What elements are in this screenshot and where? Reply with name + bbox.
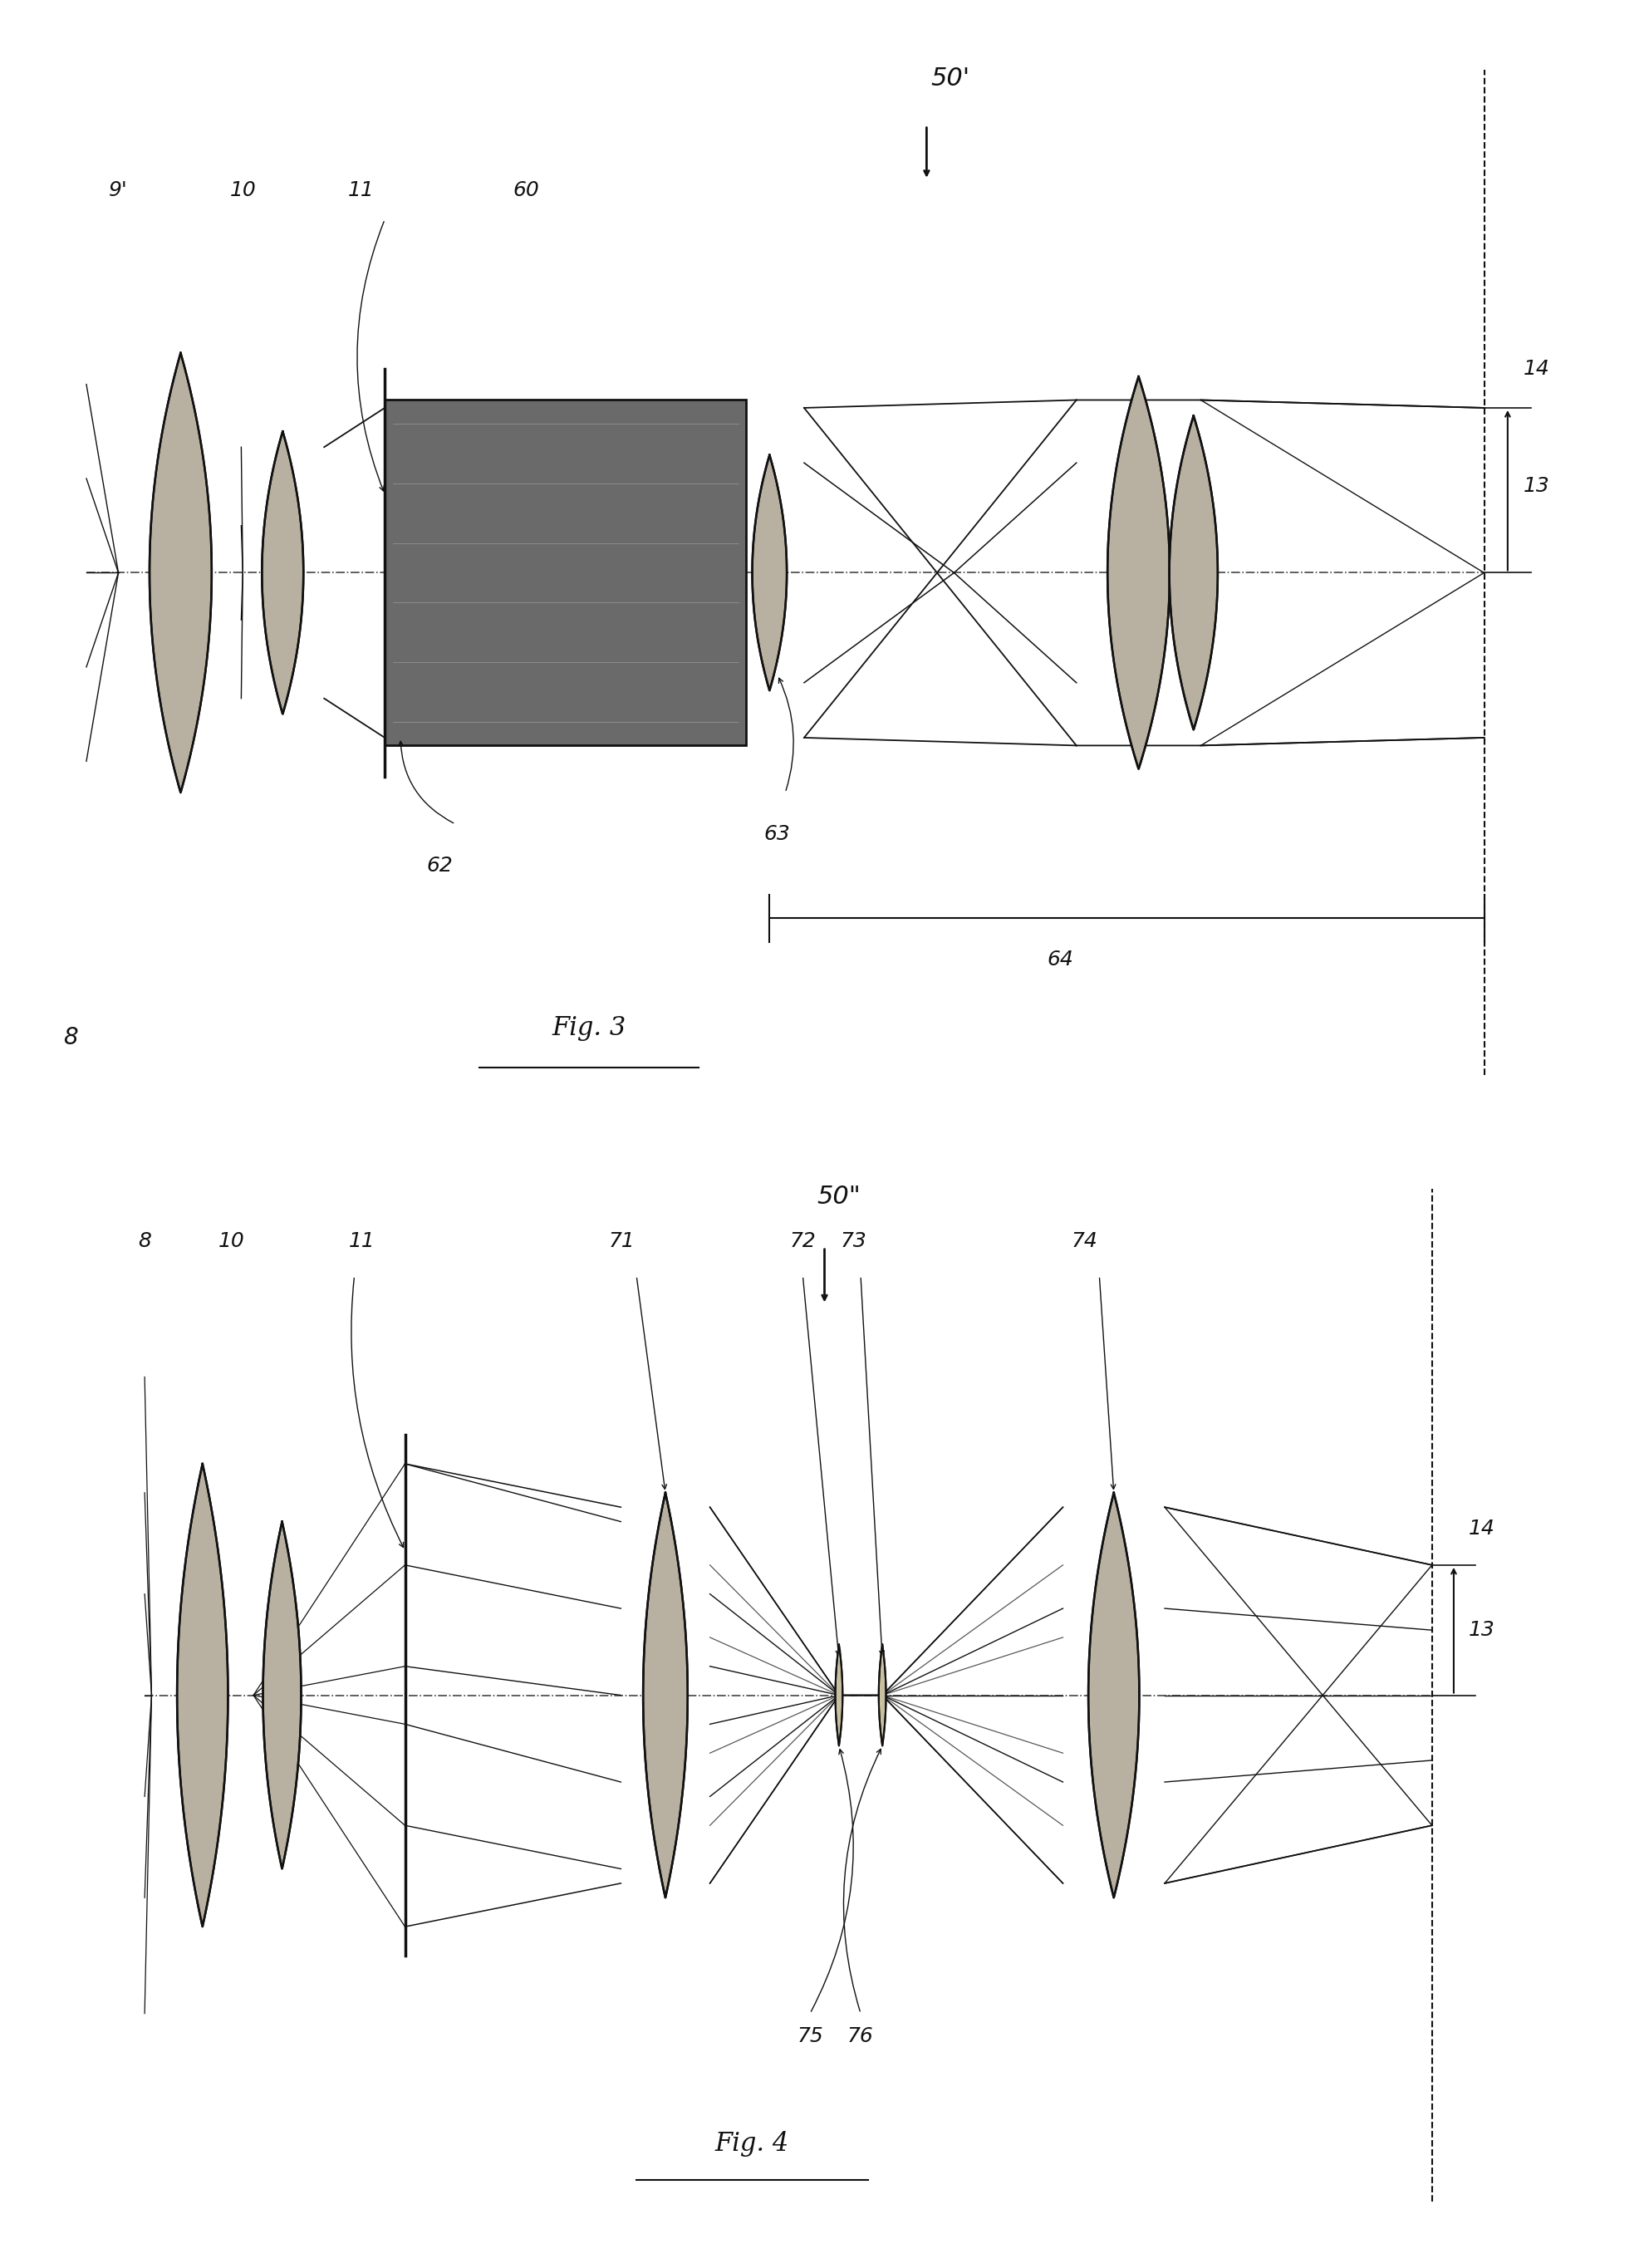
Polygon shape [1169, 415, 1217, 730]
Text: 10: 10 [218, 1232, 244, 1252]
Text: 11: 11 [348, 179, 374, 200]
Polygon shape [150, 354, 211, 792]
Text: 63: 63 [763, 823, 790, 844]
Text: 64: 64 [1047, 950, 1073, 968]
Text: 72: 72 [790, 1232, 816, 1252]
Text: 13: 13 [1524, 476, 1550, 497]
Text: 10: 10 [231, 179, 257, 200]
Polygon shape [262, 1522, 302, 1869]
Bar [384, 399, 745, 746]
Text: 14: 14 [1524, 358, 1550, 379]
Text: Fig. 3: Fig. 3 [552, 1016, 627, 1041]
Polygon shape [879, 1644, 886, 1746]
Text: 74: 74 [1072, 1232, 1098, 1252]
Polygon shape [836, 1644, 843, 1746]
Text: 8: 8 [63, 1025, 78, 1048]
Text: 11: 11 [348, 1232, 374, 1252]
Polygon shape [176, 1463, 228, 1928]
Polygon shape [752, 456, 787, 689]
Polygon shape [262, 431, 303, 714]
Text: 75: 75 [796, 2028, 823, 2046]
Text: 9': 9' [109, 179, 127, 200]
Text: 62: 62 [427, 855, 453, 875]
Text: 60: 60 [513, 179, 539, 200]
Text: 50': 50' [930, 66, 970, 91]
Polygon shape [1108, 376, 1169, 769]
Text: 13: 13 [1468, 1619, 1494, 1640]
Text: Fig. 4: Fig. 4 [716, 2132, 790, 2157]
Polygon shape [1088, 1492, 1139, 1898]
Text: 71: 71 [608, 1232, 635, 1252]
Text: 73: 73 [841, 1232, 867, 1252]
Text: 8: 8 [139, 1232, 152, 1252]
Text: 76: 76 [848, 2028, 874, 2046]
Polygon shape [643, 1492, 688, 1898]
Text: 50": 50" [816, 1184, 861, 1209]
Text: 14: 14 [1468, 1520, 1494, 1540]
